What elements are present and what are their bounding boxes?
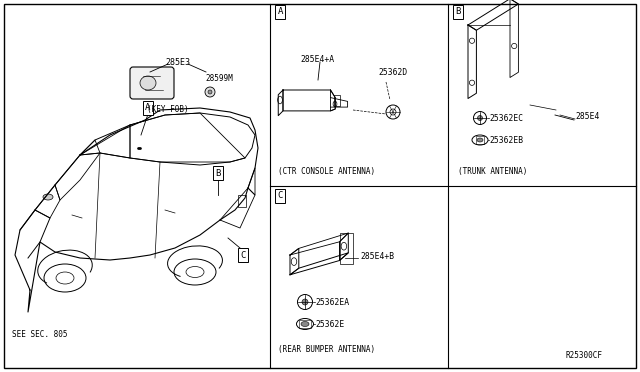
Text: (TRUNK ANTENNA): (TRUNK ANTENNA) xyxy=(458,167,527,176)
Text: C: C xyxy=(277,192,283,201)
Bar xyxy=(334,95,340,106)
Text: 285E4+A: 285E4+A xyxy=(300,55,334,64)
Text: 25362EB: 25362EB xyxy=(489,136,523,145)
Ellipse shape xyxy=(302,299,308,305)
Text: R25300CF: R25300CF xyxy=(565,351,602,360)
Ellipse shape xyxy=(208,90,212,94)
Text: 25362EC: 25362EC xyxy=(489,114,523,123)
Text: 25362E: 25362E xyxy=(315,320,344,329)
FancyBboxPatch shape xyxy=(130,67,174,99)
Text: 285E4: 285E4 xyxy=(575,112,600,121)
Text: C: C xyxy=(240,250,246,260)
Text: 285E4+B: 285E4+B xyxy=(360,252,394,261)
Ellipse shape xyxy=(205,87,215,97)
Text: 25362D: 25362D xyxy=(378,68,407,77)
Text: B: B xyxy=(215,169,221,177)
Text: 25362EA: 25362EA xyxy=(315,298,349,307)
Ellipse shape xyxy=(477,115,483,121)
Text: (CTR CONSOLE ANTENNA): (CTR CONSOLE ANTENNA) xyxy=(278,167,375,176)
Bar xyxy=(339,233,353,264)
Ellipse shape xyxy=(140,76,156,90)
Ellipse shape xyxy=(301,321,309,327)
Ellipse shape xyxy=(43,194,53,200)
Text: 28599M: 28599M xyxy=(205,74,233,83)
Bar xyxy=(299,320,311,328)
Text: (REAR BUMPER ANTENNA): (REAR BUMPER ANTENNA) xyxy=(278,345,375,354)
Bar xyxy=(238,195,246,207)
Text: B: B xyxy=(455,7,461,16)
Ellipse shape xyxy=(477,138,483,142)
Text: SEE SEC. 805: SEE SEC. 805 xyxy=(12,330,67,339)
Text: A: A xyxy=(145,103,150,112)
Text: A: A xyxy=(277,7,283,16)
Text: 285E3: 285E3 xyxy=(166,58,191,67)
Text: (KEY FOB): (KEY FOB) xyxy=(147,105,189,114)
Bar xyxy=(476,136,484,144)
